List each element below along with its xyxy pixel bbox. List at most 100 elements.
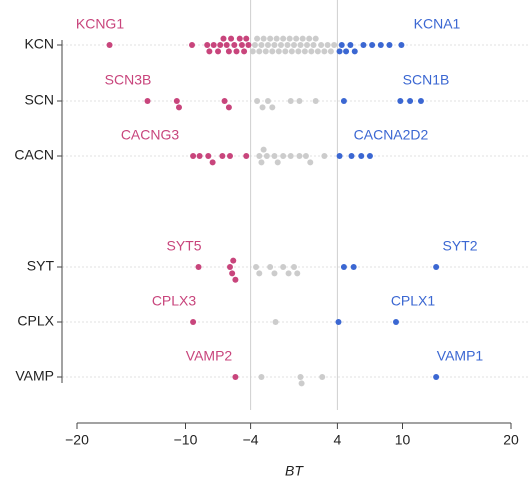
data-point (106, 42, 113, 48)
data-point (282, 48, 289, 55)
data-point (348, 153, 355, 159)
x-tick-label: 10 (395, 432, 411, 448)
gene-label: CACNA2D2 (354, 127, 429, 143)
data-point (195, 264, 202, 270)
data-point (366, 153, 373, 159)
data-point (233, 48, 240, 55)
gene-label: SYT5 (166, 238, 201, 254)
data-point (308, 48, 315, 55)
gene-label: VAMP1 (437, 348, 484, 364)
data-point (220, 35, 227, 42)
data-point (291, 42, 297, 48)
data-point (215, 48, 222, 55)
data-point (271, 42, 278, 48)
data-point (251, 42, 258, 48)
data-point (299, 35, 306, 42)
category-label: SCN (24, 92, 54, 108)
data-point (189, 42, 196, 48)
data-point (321, 48, 328, 55)
data-point (271, 153, 278, 159)
data-point (269, 104, 276, 111)
category-label: CPLX (17, 313, 54, 329)
data-point (273, 35, 280, 42)
x-tick-label: 4 (334, 432, 342, 448)
data-point (286, 35, 293, 42)
data-point (386, 42, 393, 48)
data-point (173, 98, 180, 104)
data-point (267, 264, 274, 270)
data-point (226, 264, 233, 270)
gene-label: SYT2 (442, 238, 477, 254)
data-point (243, 35, 250, 42)
data-point (360, 42, 367, 48)
data-point (196, 153, 203, 159)
data-point (280, 264, 287, 270)
data-point (321, 153, 328, 159)
data-point (288, 48, 295, 55)
data-point (319, 374, 326, 380)
data-point (392, 319, 399, 325)
data-point (296, 98, 303, 104)
x-tick-label: −10 (174, 432, 198, 448)
data-point (277, 42, 284, 48)
data-point (295, 48, 302, 55)
data-point (204, 42, 211, 48)
data-point (336, 48, 343, 55)
gene-label: SCN3B (105, 72, 152, 88)
data-point (190, 319, 197, 325)
data-point (225, 48, 232, 55)
data-point (302, 153, 309, 159)
data-point (314, 48, 321, 55)
data-point (144, 98, 151, 104)
data-point (238, 42, 245, 48)
gene-label: CPLX3 (152, 293, 197, 309)
data-point (258, 42, 265, 48)
data-point (232, 374, 239, 380)
data-point (175, 104, 182, 111)
data-point (263, 153, 270, 159)
data-point (206, 48, 213, 55)
data-point (358, 153, 365, 159)
data-point (272, 319, 279, 325)
data-point (223, 42, 230, 48)
data-point (232, 276, 239, 283)
data-point (306, 35, 313, 42)
data-point (298, 380, 305, 387)
data-point (221, 98, 228, 104)
data-point (331, 42, 338, 48)
gene-label: SCN1B (403, 72, 450, 88)
data-point (433, 264, 440, 270)
data-point (297, 42, 304, 48)
data-point (280, 153, 287, 159)
data-point (226, 153, 233, 159)
data-point (209, 159, 216, 166)
data-point (398, 42, 405, 48)
data-point (369, 42, 376, 48)
data-point (258, 374, 265, 380)
data-point (219, 153, 226, 159)
gene-label: CACNG3 (121, 127, 180, 143)
data-point (228, 35, 235, 42)
data-point (229, 270, 236, 277)
data-point (243, 153, 250, 159)
data-point (285, 270, 292, 277)
data-point (254, 98, 261, 104)
data-point (338, 42, 345, 48)
data-point (258, 159, 265, 166)
data-point (407, 98, 414, 104)
data-point (310, 42, 317, 48)
gene-label: VAMP2 (186, 348, 233, 364)
data-point (271, 270, 278, 277)
data-point (397, 98, 404, 104)
data-point (267, 35, 274, 42)
data-point (336, 153, 343, 159)
data-point (284, 42, 291, 48)
data-point (256, 48, 263, 55)
data-point (312, 35, 319, 42)
data-point (280, 35, 287, 42)
data-point (225, 104, 232, 111)
data-point (256, 270, 263, 277)
category-label: KCN (24, 36, 54, 52)
data-point (275, 48, 282, 55)
x-tick-label: −4 (243, 432, 259, 448)
